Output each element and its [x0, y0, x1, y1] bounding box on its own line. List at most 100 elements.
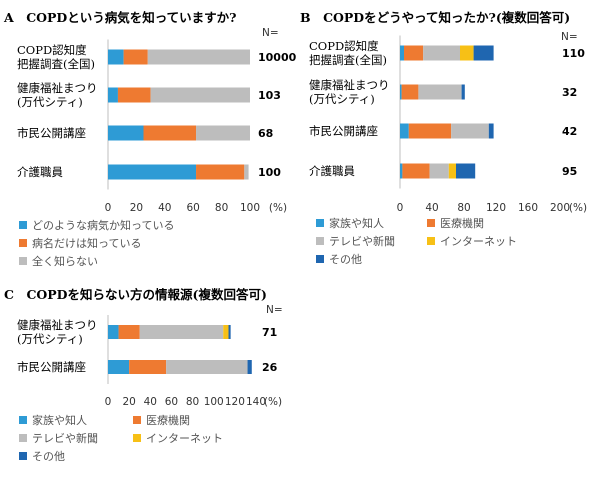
- legend-label: インターネット: [146, 432, 223, 445]
- n-header: N=: [262, 27, 279, 39]
- x-tick-label: 80: [186, 396, 199, 408]
- category-label: 市民公開講座: [17, 126, 86, 140]
- bar-segment: [400, 45, 404, 61]
- bar-segment: [228, 325, 231, 339]
- legend-label: 病名だけは知っている: [32, 236, 141, 250]
- x-unit-label: (%): [264, 396, 282, 408]
- n-value: 32: [562, 86, 577, 99]
- bar-segment: [117, 87, 151, 103]
- x-tick-label: 20: [130, 202, 143, 214]
- bar-segment: [429, 163, 449, 179]
- n-header: N=: [266, 304, 283, 316]
- legend-label: テレビや新聞: [32, 431, 98, 445]
- legend-swatch: [133, 416, 141, 424]
- bar-segment: [404, 45, 424, 61]
- x-tick-label: 80: [215, 202, 228, 214]
- bar-segment: [108, 164, 197, 180]
- n-value: 103: [258, 89, 281, 102]
- bar-segment: [448, 163, 456, 179]
- x-unit-label: (%): [569, 202, 587, 214]
- x-tick-label: 0: [105, 396, 112, 408]
- bar-segment: [129, 360, 167, 374]
- bar-segment: [166, 360, 248, 374]
- x-tick-label: 40: [425, 202, 438, 214]
- legend-swatch: [19, 239, 27, 247]
- legend-swatch: [19, 221, 27, 229]
- n-value: 95: [562, 165, 577, 178]
- n-value: 110: [562, 47, 585, 60]
- x-tick-label: 200: [550, 202, 570, 214]
- x-tick-label: 120: [486, 202, 506, 214]
- bar-segment: [108, 325, 119, 339]
- bar-segment: [108, 87, 118, 103]
- bar-segment: [461, 84, 465, 100]
- legend-label: その他: [329, 253, 362, 266]
- category-label: 健康福祉まつり(万代シティ): [17, 318, 98, 346]
- panel-a: A COPDという病気を知っていますか? N= COPD認知度把握調査(全国) 100…: [3, 10, 297, 268]
- legend-label: 家族や知人: [329, 216, 384, 230]
- legend-swatch: [19, 416, 27, 424]
- legend-label: その他: [32, 450, 65, 463]
- legend-swatch: [19, 452, 27, 460]
- bar-segment: [247, 360, 252, 374]
- bar-segment: [488, 123, 494, 139]
- bar-segment: [418, 84, 462, 100]
- category-label: COPD認知度把握調査(全国): [17, 43, 95, 71]
- bar-segment: [400, 123, 409, 139]
- x-tick-label: 20: [122, 396, 135, 408]
- legend-label: テレビや新聞: [329, 234, 395, 248]
- bar-segment: [196, 125, 250, 141]
- bar-segment: [423, 45, 460, 61]
- bar-segment: [143, 125, 197, 141]
- legend-swatch: [427, 237, 435, 245]
- bar-segment: [408, 123, 452, 139]
- bar-segment: [150, 87, 250, 103]
- x-tick-label: 0: [397, 202, 404, 214]
- category-label: 健康福祉まつり(万代シティ): [17, 81, 98, 109]
- panel-title: C COPDを知らない方の情報源(複数回答可): [4, 287, 267, 302]
- bar-segment: [108, 49, 124, 65]
- bar-segment: [460, 45, 474, 61]
- bar-segment: [118, 325, 140, 339]
- n-header: N=: [561, 31, 578, 43]
- bar-segment: [473, 45, 494, 61]
- panel-title: B COPDをどうやって知ったか?(複数回答可): [300, 10, 570, 25]
- category-label: 介護職員: [17, 165, 63, 179]
- x-tick-label: 40: [158, 202, 171, 214]
- bar-segment: [456, 163, 476, 179]
- legend-swatch: [19, 257, 27, 265]
- legend-label: 医療機関: [440, 216, 484, 230]
- bar-segment: [402, 163, 430, 179]
- n-value: 68: [258, 127, 273, 140]
- legend-swatch: [427, 219, 435, 227]
- n-value: 42: [562, 125, 577, 138]
- bar-segment: [223, 325, 229, 339]
- legend-label: 医療機関: [146, 413, 190, 427]
- bar-segment: [401, 84, 419, 100]
- x-tick-label: 160: [518, 202, 538, 214]
- category-label: 健康福祉まつり(万代シティ): [309, 78, 390, 106]
- x-tick-label: 100: [204, 396, 224, 408]
- panel-b: B COPDをどうやって知ったか?(複数回答可) N= COPD認知度把握調査(全国…: [300, 10, 587, 266]
- bar-segment: [244, 164, 249, 180]
- x-tick-label: 100: [240, 202, 260, 214]
- n-value: 10000: [258, 51, 297, 64]
- panel-title: A COPDという病気を知っていますか?: [3, 10, 236, 25]
- bar-segment: [451, 123, 489, 139]
- x-tick-label: 140: [246, 396, 266, 408]
- bar-segment: [147, 49, 250, 65]
- legend-swatch: [19, 434, 27, 442]
- category-label: COPD認知度把握調査(全国): [309, 39, 387, 67]
- category-label: 介護職員: [309, 164, 355, 178]
- n-value: 100: [258, 166, 281, 179]
- x-tick-label: 120: [225, 396, 245, 408]
- x-tick-label: 0: [105, 202, 112, 214]
- x-tick-label: 80: [457, 202, 470, 214]
- x-tick-label: 60: [165, 396, 178, 408]
- bar-segment: [196, 164, 245, 180]
- bar-segment: [400, 84, 402, 100]
